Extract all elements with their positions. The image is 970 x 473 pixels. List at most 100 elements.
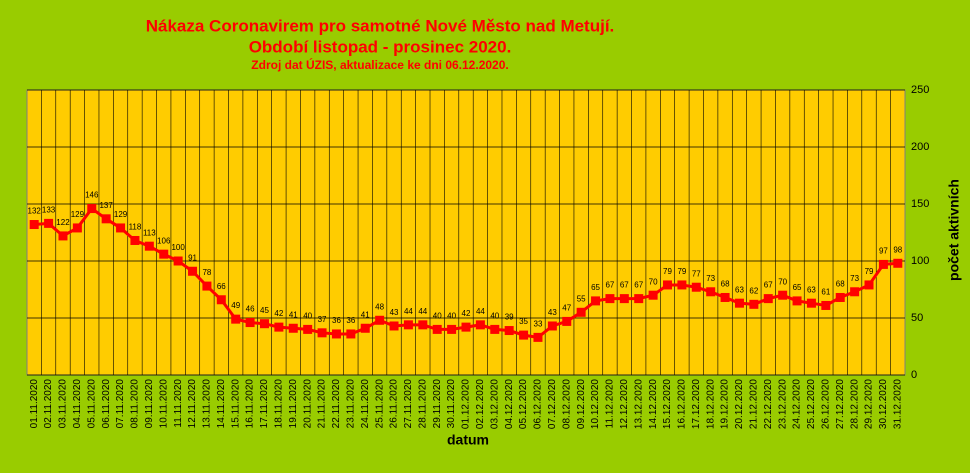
marker — [375, 315, 385, 325]
x-tick-label: 16.11.2020 — [245, 379, 256, 429]
data-label: 65 — [793, 283, 802, 292]
marker — [893, 258, 903, 268]
data-label: 48 — [375, 302, 384, 311]
data-label: 46 — [246, 305, 255, 314]
x-tick-label: 27.11.2020 — [403, 379, 414, 429]
marker — [461, 322, 471, 332]
x-tick-label: 23.12.2020 — [777, 379, 788, 429]
x-tick-label: 31.12.2020 — [892, 379, 903, 429]
marker — [576, 307, 586, 317]
data-label: 137 — [99, 201, 113, 210]
x-tick-label: 02.11.2020 — [43, 379, 54, 429]
x-tick-label: 19.12.2020 — [720, 379, 731, 429]
data-label: 91 — [188, 253, 197, 262]
marker — [58, 231, 68, 241]
x-tick-label: 08.12.2020 — [561, 379, 572, 429]
marker — [562, 316, 572, 326]
marker — [720, 292, 730, 302]
data-label: 39 — [505, 313, 514, 322]
marker — [101, 214, 111, 224]
x-tick-label: 21.12.2020 — [749, 379, 760, 429]
marker — [691, 282, 701, 292]
chart-title: Období listopad - prosinec 2020. — [249, 37, 512, 56]
x-tick-label: 29.12.2020 — [864, 379, 875, 429]
marker — [360, 323, 370, 333]
x-tick-label: 10.12.2020 — [590, 379, 601, 429]
x-tick-label: 04.12.2020 — [504, 379, 515, 429]
marker — [533, 332, 543, 342]
x-tick-label: 19.11.2020 — [288, 379, 299, 429]
data-label: 73 — [850, 274, 859, 283]
data-label: 44 — [418, 307, 427, 316]
x-tick-label: 17.11.2020 — [259, 379, 270, 429]
x-tick-label: 15.12.2020 — [662, 379, 673, 429]
data-label: 132 — [28, 207, 42, 216]
marker — [547, 321, 557, 331]
marker — [432, 324, 442, 334]
x-tick-label: 25.12.2020 — [806, 379, 817, 429]
data-label: 40 — [433, 312, 442, 321]
data-label: 47 — [562, 304, 571, 313]
marker — [619, 294, 629, 304]
marker — [202, 281, 212, 291]
x-tick-label: 27.12.2020 — [835, 379, 846, 429]
marker — [188, 266, 198, 276]
x-tick-label: 12.12.2020 — [619, 379, 630, 429]
marker — [274, 322, 284, 332]
y-tick-label: 0 — [911, 369, 917, 381]
x-tick-label: 23.11.2020 — [345, 379, 356, 429]
y-tick-label: 150 — [911, 198, 929, 210]
x-tick-label: 21.11.2020 — [317, 379, 328, 429]
x-tick-label: 20.12.2020 — [734, 379, 745, 429]
data-label: 146 — [85, 191, 99, 200]
data-label: 98 — [893, 245, 902, 254]
marker — [44, 218, 54, 228]
data-label: 40 — [447, 312, 456, 321]
marker — [159, 249, 169, 259]
data-label: 79 — [677, 267, 686, 276]
marker — [87, 204, 97, 214]
data-label: 129 — [71, 210, 85, 219]
data-label: 43 — [548, 308, 557, 317]
marker — [864, 280, 874, 290]
data-label: 106 — [157, 236, 171, 245]
x-tick-label: 03.12.2020 — [489, 379, 500, 429]
marker — [778, 290, 788, 300]
marker — [403, 320, 413, 330]
x-tick-label: 13.12.2020 — [633, 379, 644, 429]
data-label: 78 — [202, 268, 211, 277]
x-tick-label: 02.12.2020 — [475, 379, 486, 429]
marker — [591, 296, 601, 306]
data-label: 43 — [390, 308, 399, 317]
x-tick-label: 12.11.2020 — [187, 379, 198, 429]
data-label: 77 — [692, 269, 701, 278]
x-tick-label: 30.12.2020 — [878, 379, 889, 429]
marker — [116, 223, 126, 233]
y-tick-label: 50 — [911, 312, 923, 324]
marker — [259, 319, 269, 329]
marker — [504, 326, 514, 336]
data-label: 35 — [519, 317, 528, 326]
x-tick-label: 24.11.2020 — [360, 379, 371, 429]
data-label: 62 — [749, 286, 758, 295]
data-label: 61 — [821, 288, 830, 297]
x-tick-label: 30.11.2020 — [446, 379, 457, 429]
x-tick-label: 22.11.2020 — [331, 379, 342, 429]
data-label: 68 — [836, 280, 845, 289]
marker — [346, 329, 356, 339]
x-tick-label: 01.12.2020 — [461, 379, 472, 429]
x-tick-label: 05.11.2020 — [86, 379, 97, 429]
marker — [389, 321, 399, 331]
marker — [706, 287, 716, 297]
x-tick-label: 20.11.2020 — [302, 379, 313, 429]
data-label: 79 — [865, 267, 874, 276]
x-tick-label: 04.11.2020 — [72, 379, 83, 429]
x-tick-label: 09.11.2020 — [144, 379, 155, 429]
marker — [734, 298, 744, 308]
marker — [144, 241, 154, 251]
marker — [519, 330, 529, 340]
x-tick-label: 08.11.2020 — [130, 379, 141, 429]
marker — [303, 324, 313, 334]
x-tick-label: 18.12.2020 — [705, 379, 716, 429]
x-tick-label: 03.11.2020 — [58, 379, 69, 429]
